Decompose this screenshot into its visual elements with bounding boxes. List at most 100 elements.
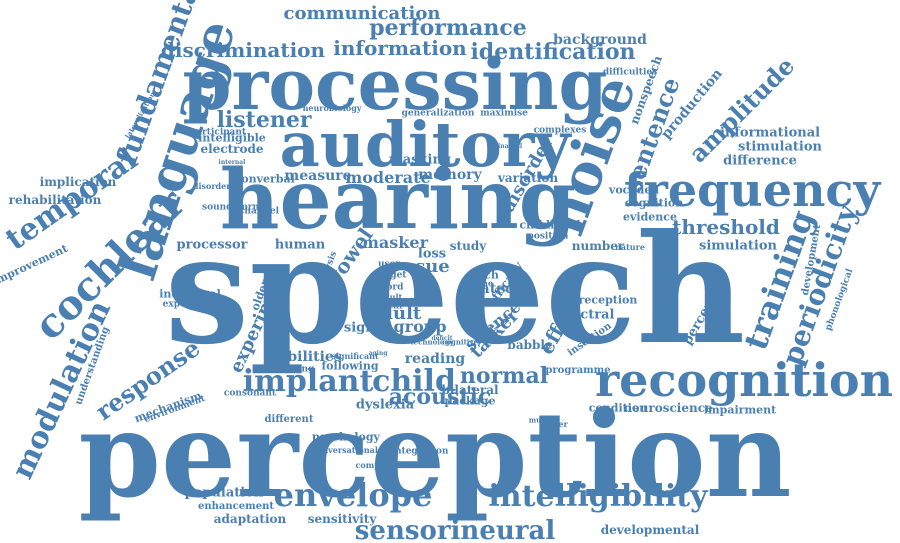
cloud-word: cue <box>414 256 450 277</box>
cloud-word: rehabilitation <box>8 193 102 207</box>
cloud-word: conversational <box>312 445 378 455</box>
cloud-word: condition <box>588 401 648 415</box>
cloud-word: maximise <box>480 108 528 119</box>
cloud-word: nonverbal <box>233 172 295 186</box>
cloud-word: disordered <box>192 181 242 191</box>
cloud-word: cognition <box>624 196 684 210</box>
cloud-word: intelligibility <box>488 479 708 514</box>
cloud-word: programme <box>545 365 611 376</box>
cloud-word: number <box>571 239 625 253</box>
cloud-word: different <box>264 414 314 425</box>
cloud-word: processor <box>176 237 248 253</box>
cloud-word: electrode <box>200 142 264 156</box>
cloud-word: child <box>372 364 456 399</box>
cloud-word: deficit <box>431 335 453 342</box>
cloud-word: recognition <box>594 353 894 407</box>
cloud-word: dyslexia <box>355 397 415 413</box>
cloud-word: internal <box>218 159 246 166</box>
cloud-word: spectral <box>555 307 615 323</box>
cloud-word: bilateral <box>441 383 499 397</box>
cloud-word: speech <box>164 202 746 378</box>
cloud-word: auditory <box>279 108 571 181</box>
cloud-word: babble <box>507 338 553 352</box>
cloud-word: complexes <box>533 125 587 136</box>
cloud-word: position <box>527 231 569 242</box>
cloud-word: participant <box>189 127 247 138</box>
cloud-word: channel <box>238 206 280 217</box>
cloud-word: impairment <box>703 403 777 417</box>
cloud-word: stimulation <box>738 139 822 155</box>
cloud-word: adaptation <box>213 512 287 526</box>
cloud-word: performance <box>369 15 527 41</box>
cloud-word: generalization <box>401 108 475 119</box>
cloud-word: threshold <box>672 215 780 239</box>
cloud-word: target <box>375 270 407 281</box>
cloud-word: pitch <box>467 268 499 282</box>
cloud-word: reception <box>578 293 638 307</box>
cloud-word: background <box>553 32 647 48</box>
cloud-word: following <box>321 359 379 373</box>
cloud-word: year <box>382 301 404 312</box>
cloud-word: difficulties <box>602 67 658 78</box>
cloud-word: package <box>444 394 496 408</box>
cloud-word: population <box>184 485 264 501</box>
cloud-word: masking <box>389 152 451 168</box>
cloud-word: musical <box>528 415 560 425</box>
cloud-word: individual <box>159 287 221 301</box>
cloud-word: neurobiology <box>302 103 362 113</box>
cloud-word: vocoded <box>608 183 660 197</box>
cloud-word: moderate <box>345 168 431 187</box>
cloud-word: loss <box>417 246 447 262</box>
cloud-word: processing <box>182 43 608 126</box>
cloud-word: simulation <box>699 238 777 254</box>
cloud-word: technology <box>410 337 454 347</box>
cloud-word: perception <box>78 385 792 524</box>
cloud-word: result <box>375 292 403 302</box>
cloud-word: acoustic <box>388 384 492 410</box>
cloud-word: implant <box>242 364 374 399</box>
cloud-word: envelope <box>273 476 433 514</box>
cloud-word: masker <box>362 233 428 252</box>
cloud-word: aging <box>368 350 388 357</box>
cloud-word: information <box>333 36 467 60</box>
cloud-word: human <box>274 237 326 253</box>
cloud-word: informational <box>719 125 821 141</box>
cloud-word: nature <box>615 242 645 252</box>
cloud-word: tone <box>473 278 493 288</box>
cloud-word: frequency <box>623 163 881 217</box>
cloud-word: better <box>540 419 568 429</box>
cloud-word: user <box>377 259 401 270</box>
cloud-word: difference <box>723 153 797 169</box>
cloud-word: memory <box>418 167 482 183</box>
cloud-word: word <box>378 282 404 293</box>
cloud-word: communication <box>283 3 441 24</box>
cloud-word: identification <box>470 39 636 65</box>
cloud-word: significant <box>331 351 379 361</box>
cloud-word: variation <box>497 171 559 185</box>
cloud-word: signal <box>343 320 389 336</box>
cloud-word: implication <box>39 175 117 189</box>
cloud-word: reading <box>404 351 466 367</box>
cloud-word: related <box>459 281 515 297</box>
cloud-word: psychology <box>312 430 380 444</box>
cloud-word: soundstorm <box>202 202 262 213</box>
cloud-word: study <box>449 239 487 253</box>
cloud-word: enhancement <box>198 501 274 512</box>
cloud-word: normal <box>459 363 549 389</box>
cloud-word: experience <box>162 299 218 310</box>
cloud-word: binaural <box>493 143 523 150</box>
cloud-word: childhood <box>519 218 581 232</box>
cloud-word: abilities <box>278 349 342 365</box>
cloud-word: neuroscience <box>623 401 713 415</box>
cloud-word: wellbeing <box>265 364 315 375</box>
cloud-word: hearing <box>219 152 577 248</box>
cloud-word: discrimination <box>160 38 326 62</box>
cloud-word: sensitivity <box>307 512 377 526</box>
cloud-word: integration <box>391 446 449 457</box>
cloud-word: comprehension <box>355 460 425 470</box>
cloud-word: adult <box>368 303 422 324</box>
cloud-word: intelligible <box>198 131 266 145</box>
cloud-word: listener <box>216 107 312 133</box>
cloud-word: group <box>393 317 447 336</box>
